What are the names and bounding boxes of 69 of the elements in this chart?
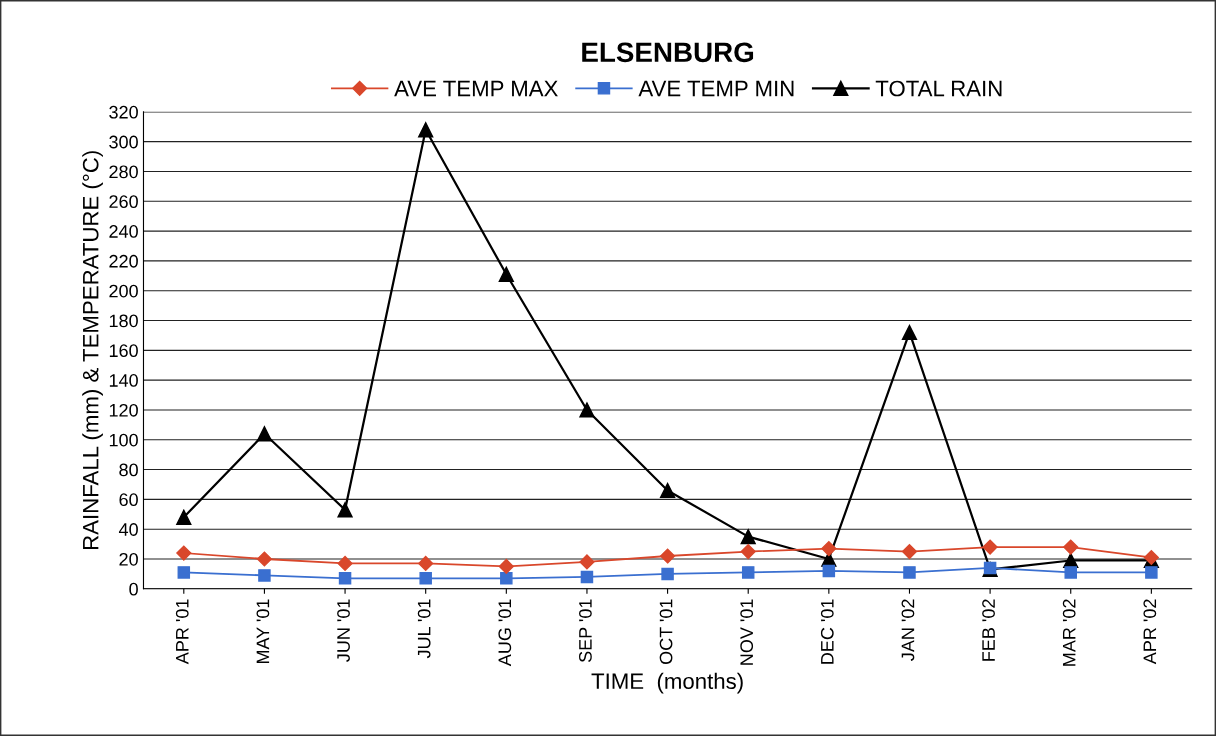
y-tick-label: 260 [109, 195, 138, 209]
x-tick-label: DEC '01 [820, 599, 834, 664]
x-tick-label: SEP '01 [579, 599, 592, 663]
legend-label: AVE TEMP MAX [394, 80, 558, 97]
x-axis-title: TIME (months) [591, 672, 743, 694]
point [821, 540, 837, 557]
point [418, 122, 434, 138]
x-tick-label: JUN '01 [337, 599, 350, 662]
y-tick-label: 120 [109, 403, 138, 417]
y-tick-label: 60 [119, 493, 138, 507]
point [176, 545, 192, 561]
x-tick-label: APR '01 [175, 599, 189, 665]
point [580, 570, 594, 584]
point [338, 572, 352, 585]
y-tick-label: 80 [119, 463, 138, 477]
point [500, 572, 513, 585]
y-tick-label: 200 [109, 284, 138, 298]
point [256, 551, 273, 567]
point [903, 566, 916, 579]
chart-title: ELSENBURG [582, 42, 754, 63]
y-axis-title: RAINFALL (mm) & TEMPERATURE (°C) [82, 151, 103, 550]
point [901, 324, 918, 341]
y-tick-label: 300 [109, 135, 138, 149]
point [579, 554, 595, 570]
point [740, 528, 756, 545]
point [418, 555, 434, 572]
point [579, 402, 595, 418]
point [982, 539, 998, 555]
point [337, 502, 353, 518]
legend-label: AVE TEMP MIN [638, 80, 794, 97]
y-tick-label: 0 [129, 582, 138, 596]
y-tick-label: 320 [109, 105, 138, 119]
point [177, 566, 191, 579]
x-tick-label: MAR '02 [1062, 599, 1076, 666]
point [256, 426, 273, 442]
y-tick-label: 140 [109, 374, 138, 387]
point [660, 548, 676, 564]
point [498, 266, 514, 282]
point [901, 543, 918, 560]
legend-label: TOTAL RAIN [875, 80, 1002, 97]
x-tick-label: APR '02 [1143, 599, 1157, 665]
x-tick-label: NOV '01 [740, 599, 754, 665]
point [661, 567, 674, 581]
x-tick-label: MAY '01 [256, 599, 270, 664]
y-tick-label: 240 [109, 225, 138, 238]
point [659, 482, 676, 499]
x-tick-label: JUL '01 [417, 599, 431, 659]
x-tick-label: AUG '01 [498, 599, 512, 667]
point [1063, 539, 1079, 555]
point [498, 558, 514, 575]
point [822, 564, 836, 578]
y-tick-label: 160 [109, 344, 138, 358]
point [741, 566, 755, 579]
point [258, 569, 271, 582]
y-tick-label: 100 [109, 433, 138, 447]
y-tick-label: 20 [119, 552, 138, 566]
y-tick-label: 180 [109, 314, 138, 328]
point [337, 555, 353, 572]
x-tick-label: FEB '02 [982, 599, 995, 661]
point [1145, 566, 1158, 579]
point [176, 509, 192, 525]
x-tick-label: OCT '01 [659, 599, 673, 665]
y-tick-label: 40 [118, 523, 138, 536]
point [419, 572, 432, 585]
x-tick-label: JAN '02 [901, 599, 915, 661]
point [1064, 566, 1077, 579]
y-tick-label: 220 [109, 254, 138, 268]
y-tick-label: 280 [109, 165, 138, 179]
point [740, 543, 756, 560]
